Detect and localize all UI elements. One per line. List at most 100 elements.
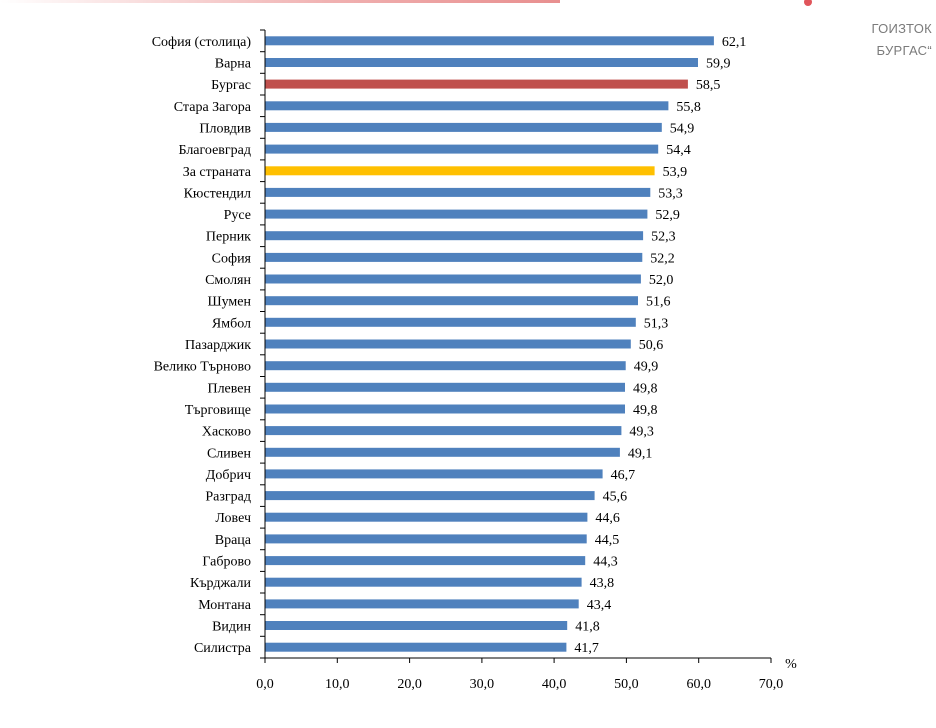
category-label: Пазарджик <box>185 338 251 353</box>
data-label: 51,3 <box>644 316 669 331</box>
bar <box>265 534 587 544</box>
data-label: 43,8 <box>590 576 615 591</box>
category-label: Габрово <box>202 555 251 570</box>
category-label: Плевен <box>207 381 251 396</box>
bar <box>265 621 568 630</box>
unit-label: % <box>785 657 797 672</box>
data-label: 49,3 <box>629 425 654 440</box>
bar <box>265 491 595 501</box>
data-label: 45,6 <box>603 490 628 505</box>
data-label: 55,8 <box>676 100 701 115</box>
bar <box>265 252 643 262</box>
data-label: 53,9 <box>663 165 688 180</box>
category-label: Русе <box>224 208 251 223</box>
x-tick-label: 0,0 <box>256 677 274 692</box>
category-label: Кърджали <box>190 576 252 591</box>
bar <box>265 642 567 652</box>
data-label: 49,1 <box>628 446 653 461</box>
data-label: 51,6 <box>646 295 671 310</box>
category-label: Кюстендил <box>184 186 251 201</box>
category-label: Сливен <box>207 446 252 461</box>
data-label: 43,4 <box>587 598 612 613</box>
bar <box>265 231 644 241</box>
bar <box>265 274 641 284</box>
data-label: 59,9 <box>706 57 731 72</box>
bar <box>265 447 620 457</box>
data-label: 52,2 <box>650 251 675 266</box>
category-label: Благоевград <box>178 143 251 158</box>
category-label: Перник <box>206 230 251 245</box>
bar <box>265 599 579 609</box>
bars-layer <box>265 36 714 652</box>
category-label: София <box>212 251 252 266</box>
bar <box>265 187 651 197</box>
bar <box>265 339 631 349</box>
data-label: 52,0 <box>649 273 674 288</box>
bar <box>265 101 669 111</box>
data-label: 41,8 <box>575 620 600 635</box>
category-label: Ямбол <box>212 316 251 331</box>
category-label: Велико Търново <box>154 360 251 375</box>
category-label: Видин <box>212 620 251 635</box>
category-label: Пловдив <box>199 121 251 136</box>
category-label: За страната <box>183 165 252 180</box>
header-fragment-line2: БУРГАС“ <box>876 43 932 58</box>
data-label: 49,8 <box>633 403 658 418</box>
category-label: Бургас <box>211 78 251 93</box>
bar <box>265 166 655 176</box>
category-label: Монтана <box>198 598 252 613</box>
bar <box>265 122 662 132</box>
bar <box>265 209 648 219</box>
top-decoration-line <box>0 0 560 3</box>
bar <box>265 469 603 479</box>
top-decoration-dot <box>804 0 812 6</box>
bar <box>265 512 588 522</box>
bar <box>265 556 586 566</box>
category-label: Варна <box>215 57 252 72</box>
category-label: Търговище <box>185 403 251 418</box>
x-tick-label: 10,0 <box>325 677 350 692</box>
x-tick-label: 60,0 <box>686 677 711 692</box>
category-label: Силистра <box>194 641 252 656</box>
bar <box>265 426 622 436</box>
bar <box>265 58 698 67</box>
bar <box>265 361 626 371</box>
labels-layer: София (столица) 62,1 Варна 59,9 Бургас 58,5 Ст… <box>152 35 797 692</box>
category-label: София (столица) <box>152 35 252 50</box>
data-label: 53,3 <box>658 186 683 201</box>
axis-layer <box>260 29 772 663</box>
data-label: 44,3 <box>593 555 618 570</box>
data-label: 46,7 <box>611 468 636 483</box>
data-label: 54,4 <box>666 143 691 158</box>
data-label: 49,8 <box>633 381 658 396</box>
data-label: 44,5 <box>595 533 620 548</box>
data-label: 62,1 <box>722 35 747 50</box>
x-tick-label: 70,0 <box>759 677 784 692</box>
data-label: 52,9 <box>655 208 680 223</box>
bar <box>265 79 688 89</box>
x-tick-label: 20,0 <box>397 677 422 692</box>
data-label: 44,6 <box>595 511 620 526</box>
data-label: 50,6 <box>639 338 664 353</box>
category-label: Хасково <box>202 425 251 440</box>
category-label: Ловеч <box>215 511 251 526</box>
category-label: Враца <box>215 533 252 548</box>
header-fragment-line1: ГОИЗТОК <box>871 21 932 36</box>
bar <box>265 144 659 154</box>
bar <box>265 404 625 414</box>
header-fragment: ГОИЗТОК БУРГАС“ <box>852 18 932 62</box>
bar <box>265 382 625 392</box>
data-label: 58,5 <box>696 78 721 93</box>
x-tick-label: 40,0 <box>542 677 567 692</box>
data-label: 49,9 <box>634 360 659 375</box>
bar <box>265 36 714 46</box>
category-label: Смолян <box>205 273 251 288</box>
data-label: 54,9 <box>670 121 695 136</box>
category-label: Шумен <box>207 295 251 310</box>
category-label: Стара Загора <box>174 100 252 115</box>
data-label: 52,3 <box>651 230 676 245</box>
bar <box>265 296 638 306</box>
data-label: 41,7 <box>574 641 599 656</box>
category-label: Добрич <box>206 468 251 483</box>
